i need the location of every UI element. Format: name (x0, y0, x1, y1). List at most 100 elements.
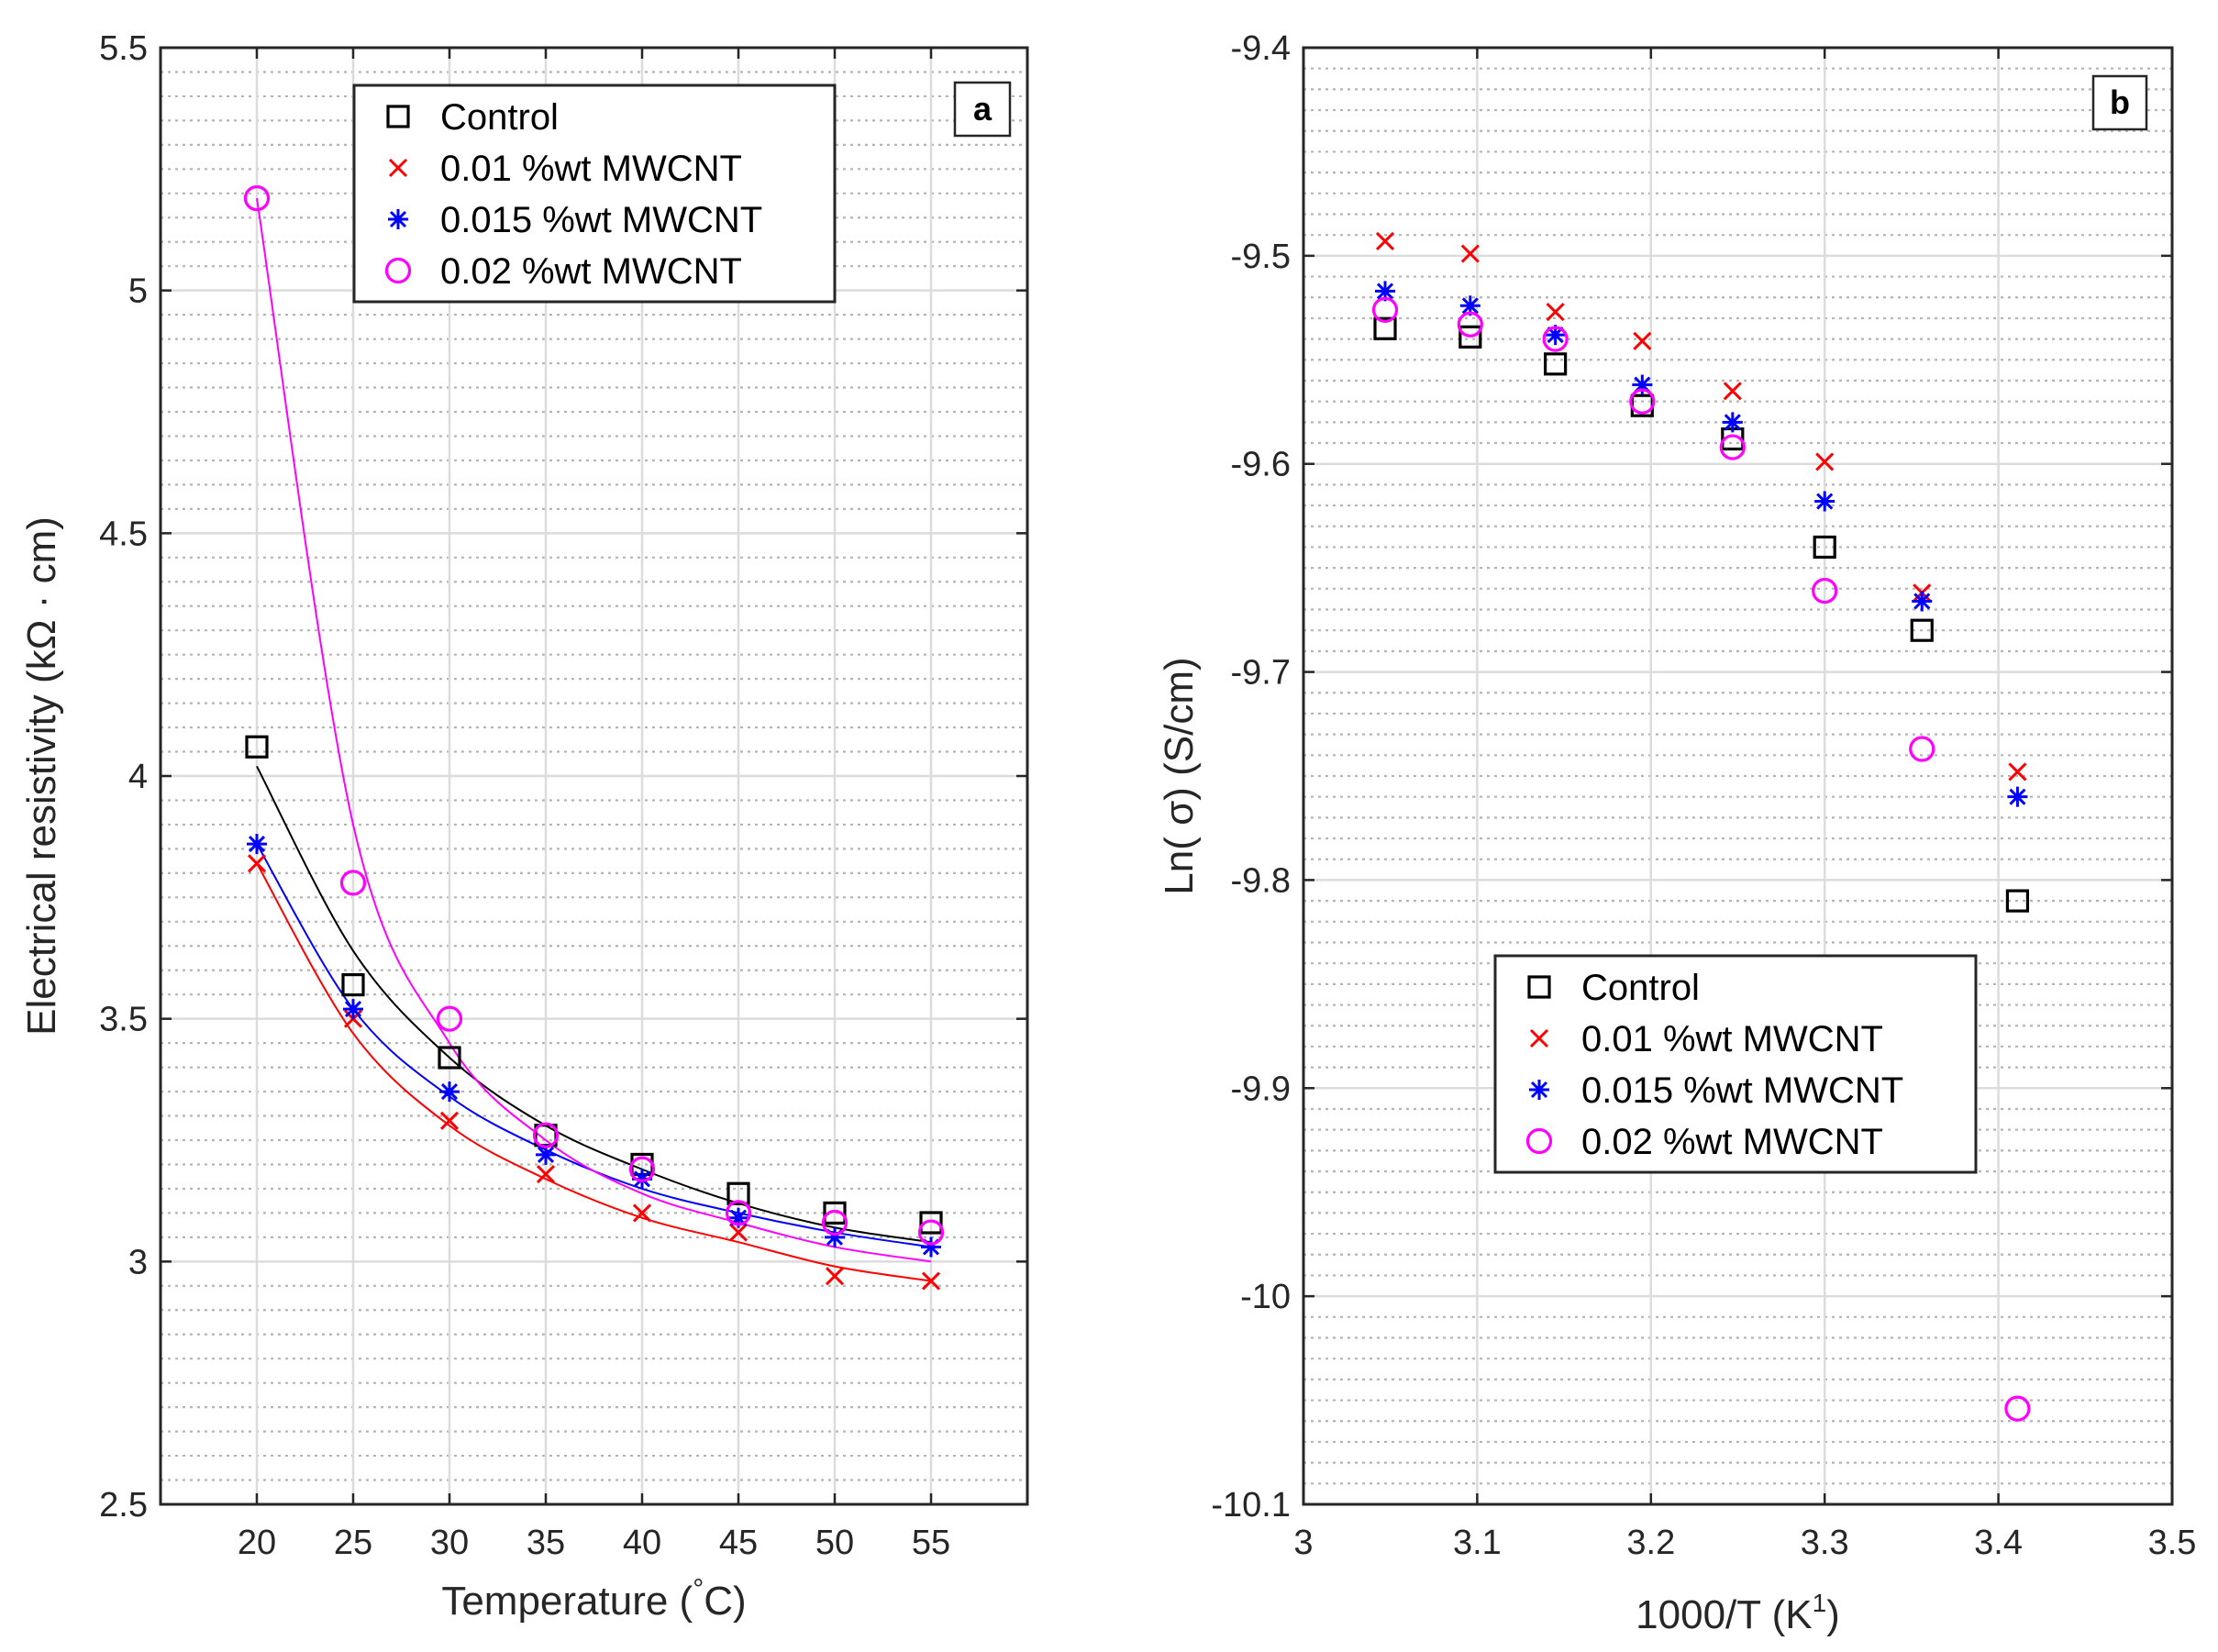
x-tick-label: 40 (623, 1524, 661, 1562)
y-tick-label: 4.5 (99, 515, 148, 553)
y-tick-label: -9.4 (1231, 29, 1291, 68)
data-point (2008, 762, 2027, 782)
y-tick-label: 3.5 (99, 1001, 148, 1039)
legend: Control 0.01 %wt MWCNT 0.015 %wt MWCNT 0.02… (1493, 954, 1978, 1174)
legend-marker (386, 105, 410, 128)
x-tick-label: 50 (815, 1524, 854, 1562)
legend: Control 0.01 %wt MWCNT 0.015 %wt MWCNT 0.02… (352, 83, 837, 304)
legend-marker (1529, 1080, 1549, 1100)
legend-box (1493, 954, 1978, 1174)
data-point (532, 1122, 560, 1148)
data-point (825, 1226, 845, 1247)
series-3 (1371, 296, 2031, 1422)
series-3 (243, 184, 945, 1246)
data-point (1910, 618, 1934, 642)
fit-curve-1 (256, 862, 932, 1282)
data-point (341, 973, 365, 997)
data-point (1813, 535, 1836, 560)
data-point (917, 1219, 945, 1246)
y-tick-label: -9.7 (1231, 654, 1291, 693)
data-point (247, 854, 267, 873)
x-tick-label: 3.5 (2148, 1524, 2197, 1562)
x-tick-label: 25 (334, 1524, 372, 1562)
x-axis-label-main: Temperature ( (441, 1579, 693, 1624)
data-point (1632, 374, 1653, 395)
series-1 (1375, 231, 2027, 782)
x-tick-label: 3.2 (1626, 1524, 1675, 1562)
legend-label: Control (440, 97, 559, 138)
x-tick-label: 45 (719, 1524, 758, 1562)
y-axis-label: Electrical resistivity (kΩ · cm) (19, 516, 64, 1036)
data-point (1542, 326, 1569, 352)
panel-tag: b (2091, 74, 2148, 131)
data-point (726, 1181, 750, 1205)
data-point (243, 184, 271, 212)
x-tick-label: 35 (527, 1524, 565, 1562)
x-tick-label: 3.3 (1801, 1524, 1849, 1562)
data-point (1457, 311, 1483, 338)
legend-marker (1529, 1028, 1549, 1048)
legend-marker (388, 209, 408, 229)
data-point (1375, 281, 1396, 302)
y-tick-label: -9.9 (1231, 1070, 1291, 1108)
panel-tag-label: a (973, 90, 993, 128)
data-point (628, 1156, 656, 1182)
x-axis-label: Temperature (°C) (441, 1574, 746, 1624)
data-point (1544, 352, 1568, 376)
y-tick-label: -9.5 (1231, 238, 1291, 276)
data-point (2004, 1395, 2031, 1422)
panel-tag: a (953, 81, 1012, 138)
legend-label: 0.01 %wt MWCNT (1581, 1019, 1883, 1059)
data-point (1458, 325, 1482, 349)
data-point (1460, 244, 1480, 263)
data-point (821, 1209, 848, 1236)
data-point (1545, 325, 1566, 346)
fit-curve-3 (256, 197, 932, 1263)
data-point (1815, 452, 1835, 471)
x-tick-label: 3 (1293, 1524, 1313, 1562)
data-point (728, 1223, 749, 1242)
data-point (921, 1236, 941, 1258)
legend-marker (388, 158, 408, 178)
data-point (1812, 577, 1838, 604)
data-point (343, 999, 363, 1020)
legend-label: 0.015 %wt MWCNT (1581, 1070, 1903, 1111)
series-2 (1375, 281, 2028, 807)
y-tick-label: 5 (128, 272, 148, 311)
data-point (438, 1046, 461, 1070)
data-point (439, 1081, 460, 1103)
data-point (725, 1200, 752, 1226)
y-tick-label: -10.1 (1211, 1486, 1291, 1524)
data-point (2007, 786, 2028, 807)
data-point (245, 735, 269, 759)
data-point (1912, 591, 1933, 612)
series-1 (247, 854, 941, 1291)
panel-a: 20 25 30 35 40 45 50 55 2.5 3 3.5 4 4.5 5 5.5 Electrica… (19, 29, 1029, 1624)
data-point (436, 1005, 463, 1032)
legend-label: 0.01 %wt MWCNT (440, 149, 742, 189)
x-tick-label: 20 (238, 1524, 276, 1562)
x-axis-label-unit: C) (704, 1579, 746, 1624)
legend-box (352, 83, 837, 304)
data-point (1373, 316, 1397, 340)
y-tick-label: 3 (128, 1243, 148, 1281)
y-tick-label: -10 (1240, 1278, 1291, 1316)
fit-curve-0 (256, 765, 932, 1244)
x-tick-label: 3.4 (1974, 1524, 2023, 1562)
data-point (825, 1267, 845, 1286)
data-point (1722, 412, 1743, 433)
data-point (1633, 331, 1652, 350)
data-point (919, 1211, 943, 1235)
data-point (339, 870, 367, 896)
data-point (247, 834, 267, 855)
x-axis-label-degree: ° (693, 1574, 704, 1604)
data-point (1629, 388, 1656, 415)
y-tick-label: -9.8 (1231, 861, 1291, 900)
legend-marker (384, 257, 412, 284)
y-tick-label: -9.6 (1231, 446, 1291, 484)
x-tick-label: 55 (912, 1524, 950, 1562)
data-point (536, 1164, 556, 1184)
data-point (1723, 382, 1742, 401)
x-axis-label-superscript: 1 (1813, 1589, 1827, 1617)
